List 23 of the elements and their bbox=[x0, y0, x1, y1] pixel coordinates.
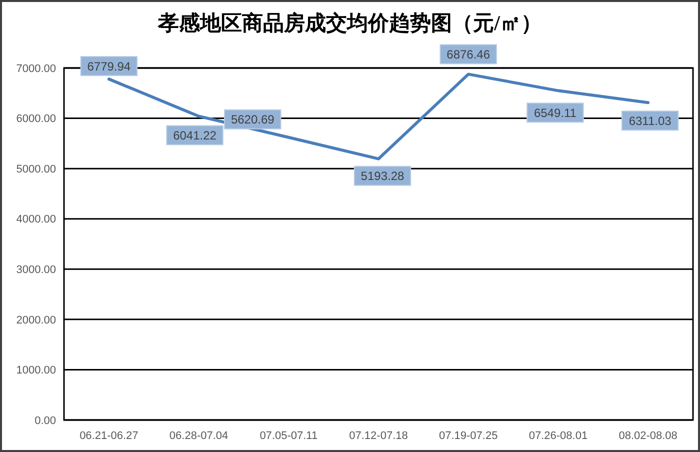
y-tick-label: 2000.00 bbox=[16, 314, 56, 326]
x-tick-label: 07.05-07.11 bbox=[260, 430, 318, 442]
x-tick-label: 07.19-07.25 bbox=[439, 430, 498, 442]
y-tick-label: 0.00 bbox=[34, 414, 56, 427]
y-tick-label: 1000.00 bbox=[16, 364, 56, 377]
data-label: 6041.22 bbox=[173, 128, 217, 142]
data-label: 6876.46 bbox=[446, 47, 490, 62]
x-tick-label: 06.28-07.04 bbox=[169, 430, 228, 442]
x-tick-label: 06.21-06.27 bbox=[80, 430, 138, 442]
data-label: 5193.28 bbox=[360, 169, 405, 184]
y-tick-label: 6000.00 bbox=[16, 113, 56, 126]
x-tick-label: 07.12-07.18 bbox=[349, 430, 408, 442]
data-label: 5620.69 bbox=[230, 112, 275, 127]
y-tick-label: 5000.00 bbox=[16, 163, 56, 176]
y-tick-label: 4000.00 bbox=[16, 214, 56, 226]
data-label: 6779.94 bbox=[87, 59, 131, 74]
x-tick-label: 08.02-08.08 bbox=[618, 430, 678, 442]
data-label: 6549.11 bbox=[534, 106, 577, 120]
y-tick-label: 7000.00 bbox=[16, 62, 56, 75]
chart-title: 孝感地区商品房成交均价趋势图（元/㎡） bbox=[157, 11, 542, 35]
x-tick-label: 07.26-08.01 bbox=[528, 430, 588, 442]
data-label: 6311.03 bbox=[628, 114, 672, 128]
y-tick-label: 3000.00 bbox=[16, 264, 56, 276]
